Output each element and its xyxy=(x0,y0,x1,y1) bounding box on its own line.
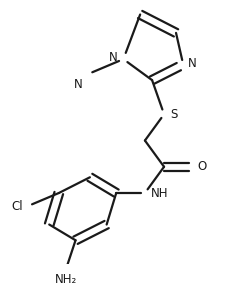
Text: S: S xyxy=(170,108,177,121)
Text: NH₂: NH₂ xyxy=(55,273,77,286)
Text: O: O xyxy=(197,160,207,173)
Text: Cl: Cl xyxy=(11,200,23,213)
Text: N: N xyxy=(74,78,82,91)
Text: N: N xyxy=(188,57,197,69)
Text: N: N xyxy=(109,51,117,64)
Text: NH: NH xyxy=(151,186,168,200)
